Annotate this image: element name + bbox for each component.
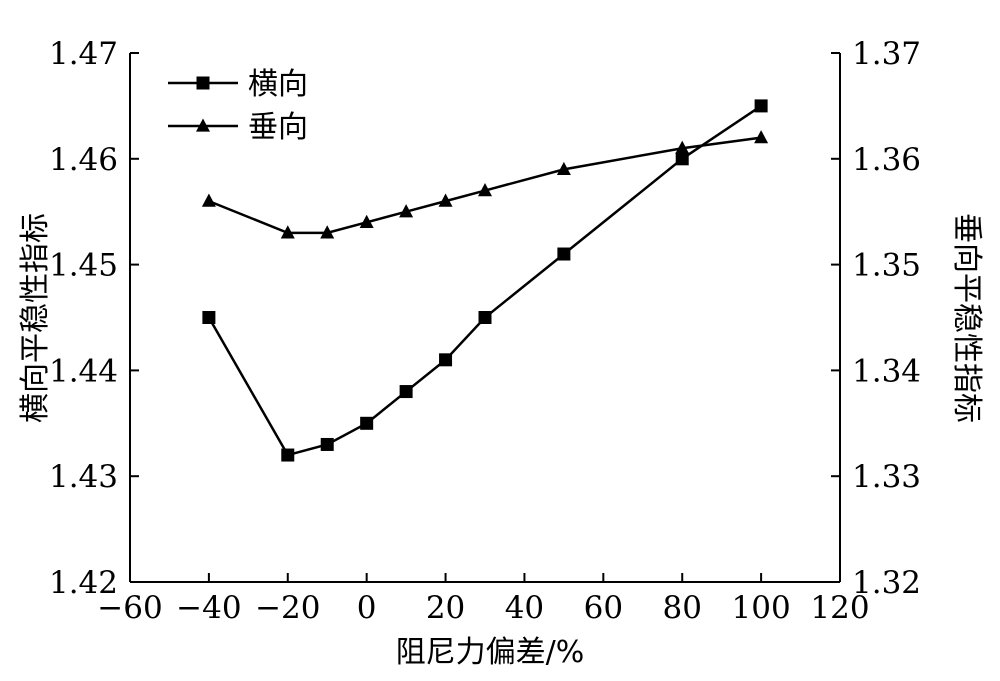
data-point-triangle	[359, 214, 374, 228]
legend-marker-square	[196, 76, 210, 90]
data-point-triangle	[399, 204, 414, 218]
y-axis-right-title: 垂向平稳性指标	[949, 213, 984, 423]
x-tick-label: 0	[357, 590, 377, 626]
y-left-tick-label: 1.42	[49, 565, 118, 601]
y-left-tick-label: 1.45	[49, 248, 118, 284]
x-tick-label: 20	[426, 590, 465, 626]
data-point-triangle	[478, 182, 492, 197]
data-point-square	[754, 99, 768, 113]
data-point-triangle	[320, 225, 335, 239]
y-left-tick-label: 1.43	[49, 459, 118, 495]
data-point-square	[320, 437, 334, 451]
y-left-tick-label: 1.44	[49, 353, 118, 389]
data-point-square	[675, 152, 689, 166]
x-tick-label: 40	[505, 590, 544, 626]
data-point-triangle	[754, 130, 769, 144]
series-layer	[201, 99, 769, 462]
legend-label: 垂向	[248, 110, 308, 145]
x-tick-label: −40	[176, 590, 241, 626]
data-point-square	[557, 247, 571, 261]
y-left-tick-label: 1.46	[49, 142, 118, 178]
data-point-square	[478, 311, 492, 324]
y-right-tick-label: 1.33	[852, 459, 921, 495]
data-point-triangle	[556, 161, 571, 176]
data-point-square	[202, 311, 216, 324]
x-axis-title: 阻尼力偏差/%	[396, 635, 585, 670]
data-point-triangle	[201, 193, 216, 207]
y-right-tick-label: 1.35	[852, 248, 921, 284]
legend-entry: 横向	[168, 67, 308, 102]
y-right-tick-label: 1.37	[852, 36, 921, 72]
legend-entry: 垂向	[168, 110, 308, 145]
series-2	[201, 130, 769, 239]
x-tick-label: 120	[810, 590, 869, 626]
x-tick-label: −60	[97, 590, 162, 626]
x-tick-label: −20	[255, 590, 320, 626]
data-point-triangle	[675, 140, 690, 154]
x-tick-label: 100	[732, 590, 791, 626]
y-right-tick-label: 1.32	[852, 565, 921, 601]
series-line	[207, 104, 762, 457]
data-point-square	[439, 353, 453, 367]
axes: −60 −40 −20 0 20 40 60 80 100 120 1.42 1.43 1.44 1.45…	[49, 36, 921, 626]
legend-marker-triangle	[196, 118, 210, 132]
data-point-triangle	[438, 193, 453, 207]
series-line	[208, 136, 762, 235]
data-point-square	[281, 448, 295, 462]
x-tick-label: 80	[662, 590, 701, 626]
y-left-tick-label: 1.47	[49, 36, 118, 72]
data-point-square	[399, 385, 413, 399]
x-tick-label: 60	[584, 590, 623, 626]
series-1	[202, 99, 768, 462]
y-right-tick-label: 1.34	[852, 353, 921, 389]
data-point-square	[360, 416, 374, 430]
data-point-triangle	[280, 225, 295, 239]
legend-label: 横向	[248, 67, 308, 102]
y-axis-left-title: 横向平稳性指标	[18, 213, 53, 423]
y-right-tick-label: 1.36	[852, 142, 921, 178]
